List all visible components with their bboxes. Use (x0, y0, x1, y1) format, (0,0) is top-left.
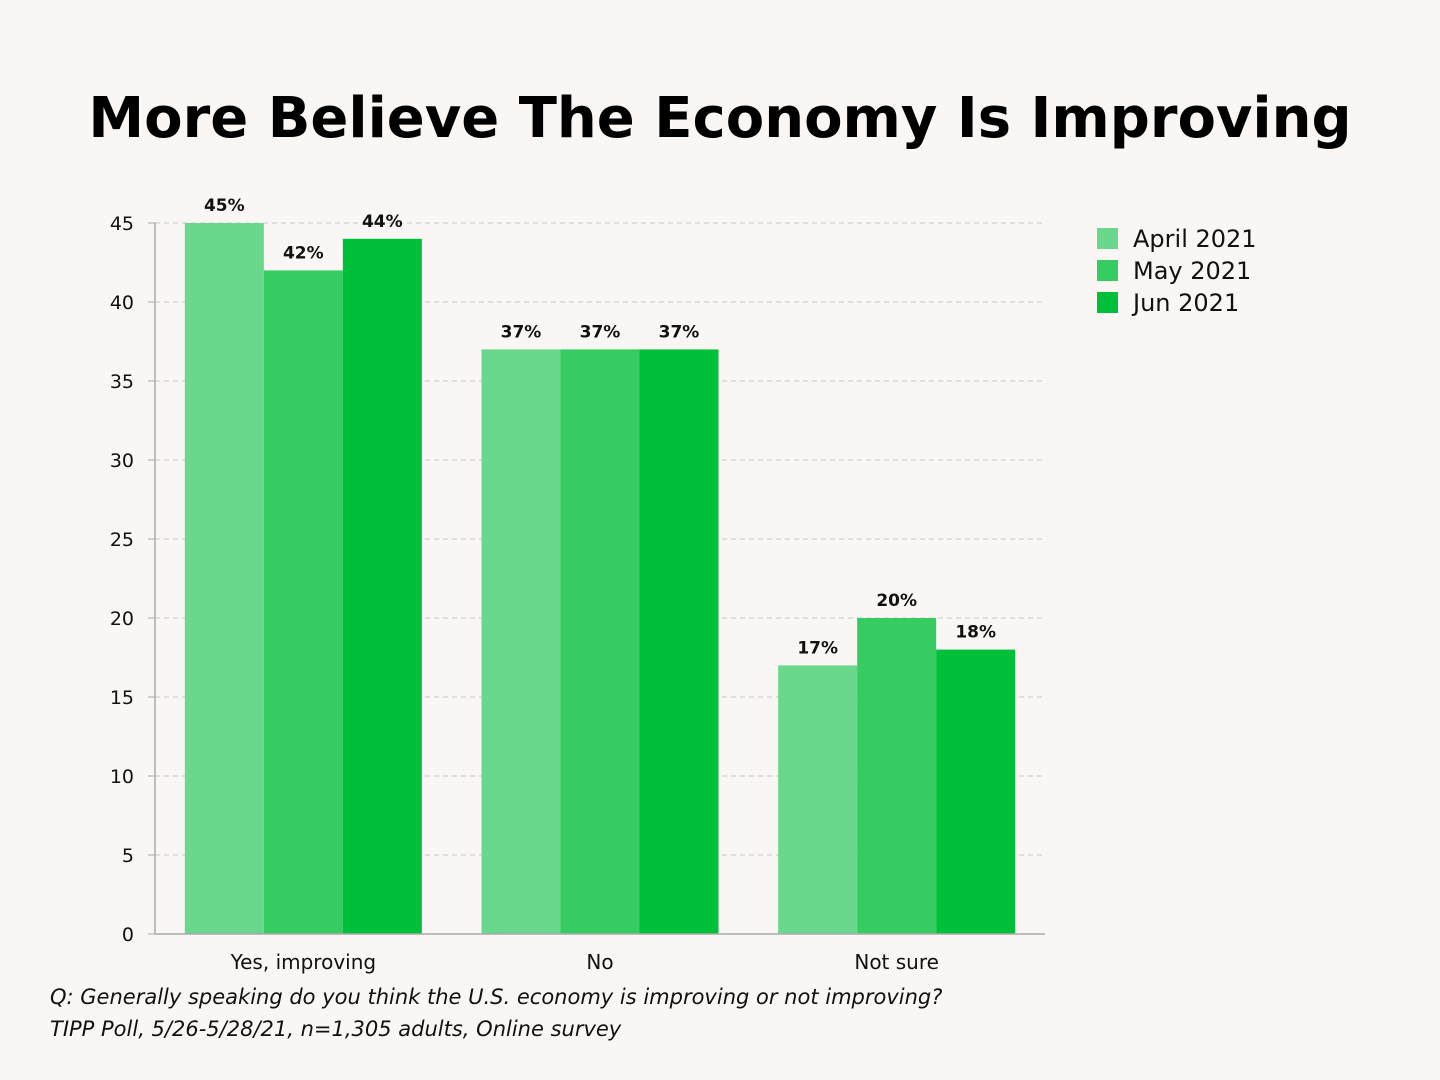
bars: 45% 42% 44% 37% 37% 37% 17% 20% 18% (184, 196, 1016, 935)
legend-swatch (1097, 292, 1118, 313)
y-tick-label: 15 (110, 687, 134, 709)
legend: April 2021 May 2021 Jun 2021 (1097, 225, 1257, 317)
y-tick-label: 35 (110, 371, 134, 393)
x-tick-label: Not sure (854, 950, 939, 974)
legend-label: May 2021 (1133, 257, 1251, 285)
legend-label: Jun 2021 (1131, 289, 1239, 317)
x-tick-label: No (586, 950, 613, 974)
data-label: 18% (955, 623, 996, 643)
chart-title: More Believe The Economy Is Improving (88, 86, 1351, 151)
y-tick-label: 25 (110, 529, 134, 551)
x-tick-label: Yes, improving (230, 950, 377, 974)
y-tick-label: 10 (110, 766, 134, 788)
y-tick-label: 30 (110, 450, 134, 472)
bar (263, 270, 343, 934)
data-label: 45% (204, 196, 245, 216)
bar (639, 349, 719, 934)
data-label: 37% (659, 322, 700, 342)
y-tick-label: 45 (110, 213, 134, 235)
data-label: 37% (580, 322, 621, 342)
data-label: 20% (876, 591, 917, 611)
bar (857, 618, 937, 934)
data-label: 42% (283, 243, 324, 263)
footnote-question: Q: Generally speaking do you think the U… (50, 985, 942, 1009)
bar (936, 649, 1016, 934)
bar (778, 665, 858, 934)
axes: 0 5 10 15 20 25 30 35 40 45 Yes, improving No Not su… (110, 213, 1045, 974)
y-tick-label: 20 (110, 608, 134, 630)
legend-swatch (1097, 260, 1118, 281)
data-label: 17% (797, 638, 838, 658)
y-tick-label: 0 (122, 924, 134, 946)
bar (481, 349, 561, 934)
y-tick-label: 5 (122, 845, 134, 867)
bar (560, 349, 640, 934)
legend-label: April 2021 (1133, 225, 1257, 253)
data-label: 44% (362, 212, 403, 232)
y-tick-label: 40 (110, 292, 134, 314)
data-label: 37% (501, 322, 542, 342)
bar (342, 238, 422, 935)
footnote-source: TIPP Poll, 5/26-5/28/21, n=1,305 adults,… (50, 1017, 622, 1041)
bar (184, 223, 264, 934)
legend-swatch (1097, 228, 1118, 249)
